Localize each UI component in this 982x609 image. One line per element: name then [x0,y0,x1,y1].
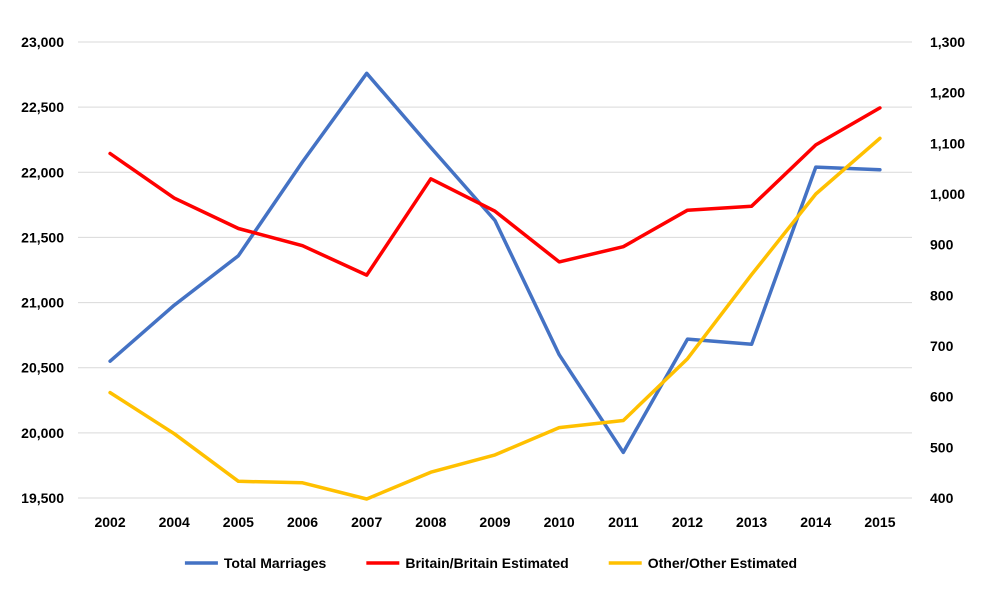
right-tick-label: 800 [930,287,954,303]
left-tick-label: 23,000 [21,34,64,50]
left-tick-label: 21,500 [21,229,64,245]
x-tick-label: 2009 [479,514,510,530]
x-tick-label: 2005 [223,514,254,530]
legend-label: Total Marriages [224,555,327,571]
series-line-britain-britain-estimated [108,106,882,277]
right-tick-label: 1,300 [930,34,965,50]
left-tick-label: 22,500 [21,99,64,115]
x-tick-label: 2015 [864,514,895,530]
series-line-total-marriages [108,71,882,455]
x-tick-label: 2002 [94,514,125,530]
right-tick-label: 1,000 [930,186,965,202]
left-tick-label: 19,500 [21,490,64,506]
x-tick-label: 2012 [672,514,703,530]
x-tick-label: 2014 [800,514,831,530]
left-tick-label: 21,000 [21,295,64,311]
legend: Total Marriages Britain/Britain Estimated… [184,555,797,571]
x-tick-label: 2010 [544,514,575,530]
right-tick-label: 600 [930,389,954,405]
x-tick-label: 2004 [159,514,190,530]
right-tick-label: 1,200 [930,85,965,101]
right-tick-label: 900 [930,237,954,253]
right-tick-label: 500 [930,439,954,455]
x-tick-label: 2006 [287,514,318,530]
right-tick-label: 1,100 [930,135,965,151]
x-tick-label: 2007 [351,514,382,530]
right-tick-label: 400 [930,490,954,506]
x-axis-ticks: 2002 2004 2005 2006 2007 2008 2009 2010 2011 2012… [94,514,895,530]
series-lines [108,71,882,501]
x-tick-label: 2011 [608,514,639,530]
left-tick-label: 20,500 [21,360,64,376]
left-tick-label: 20,000 [21,425,64,441]
left-tick-label: 22,000 [21,164,64,180]
right-tick-label: 700 [930,338,954,354]
left-axis-ticks: 19,500 20,000 20,500 21,000 21,500 22,000 22,5… [21,34,64,506]
legend-label: Britain/Britain Estimated [405,555,568,571]
x-tick-label: 2008 [415,514,446,530]
x-tick-label: 2013 [736,514,767,530]
right-axis-ticks: 400 500 600 700 800 900 1,000 1,100 1,200 1,300 [930,34,965,506]
legend-label: Other/Other Estimated [648,555,797,571]
series-line-other-other-estimated [108,136,882,501]
gridlines [78,41,912,499]
